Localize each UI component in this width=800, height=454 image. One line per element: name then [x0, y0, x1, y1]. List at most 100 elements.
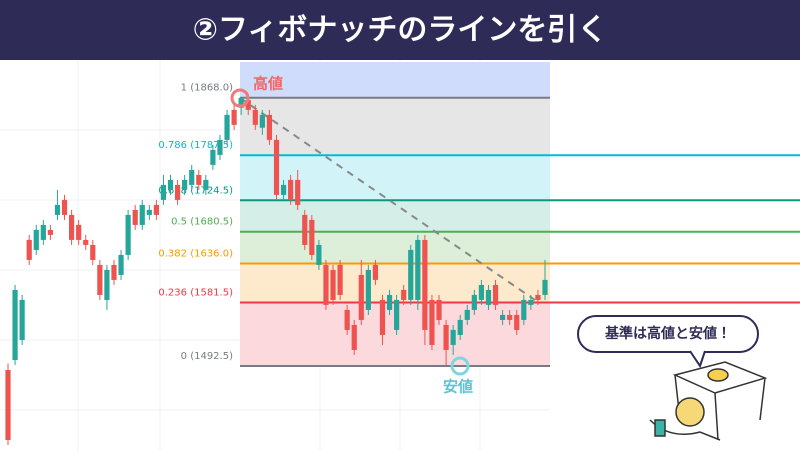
candle-body — [302, 214, 308, 245]
candle-body — [386, 294, 393, 310]
candle-body — [252, 109, 258, 125]
candle-body — [160, 184, 167, 200]
header-bar — [0, 0, 800, 60]
fib-label: 0 (1492.5) — [181, 351, 233, 362]
candle-body — [492, 284, 499, 305]
candle-body — [457, 319, 463, 335]
candle-body — [500, 314, 506, 320]
candle-body — [174, 184, 181, 200]
candle-body — [182, 179, 188, 190]
fib-label: 0.618 (1724.5) — [158, 185, 233, 196]
candle-body — [83, 239, 89, 245]
candle-body — [478, 284, 485, 300]
candle-body — [259, 114, 265, 128]
candle-body — [323, 264, 329, 305]
low-label: 安値 — [443, 378, 473, 396]
fib-label: 0.5 (1680.5) — [171, 217, 233, 228]
candle-body — [485, 289, 492, 305]
candle-body — [189, 169, 195, 185]
fib-zone — [240, 97, 550, 156]
candle-body — [365, 269, 371, 310]
candle-body — [40, 224, 46, 240]
candle-body — [450, 329, 456, 345]
candle-body — [471, 294, 477, 310]
header-title: ②フィボナッチのラインを引く — [193, 13, 608, 48]
candle-body — [245, 99, 251, 110]
candle-body — [90, 244, 96, 260]
candle-body — [266, 114, 273, 140]
candle-body — [5, 369, 11, 440]
candle-body — [344, 309, 350, 330]
illustration — [649, 361, 768, 441]
candle-body — [210, 149, 216, 165]
candle-body — [295, 179, 301, 205]
candle-body — [139, 204, 145, 225]
selection-zone — [240, 62, 550, 98]
candle-body — [330, 269, 336, 300]
candle-body — [76, 224, 82, 240]
candle-body — [111, 264, 117, 280]
candle-body — [167, 179, 174, 190]
candle-body — [153, 204, 159, 215]
fib-zone — [240, 231, 550, 264]
low-anchor — [450, 356, 470, 376]
candle-body — [132, 209, 138, 225]
candle-body — [351, 324, 357, 350]
candle-body — [12, 289, 18, 360]
candle-body — [422, 239, 428, 330]
fib-label: 0.382 (1636.0) — [158, 249, 233, 260]
candle-body — [118, 254, 124, 275]
candle-body — [528, 299, 534, 305]
candle-body — [443, 324, 449, 350]
candle-body — [203, 179, 209, 190]
candle-body — [542, 279, 548, 295]
candle-body — [401, 289, 407, 300]
candle-body — [146, 209, 152, 215]
fib-zone — [240, 263, 550, 303]
fib-label: 1 (1868.0) — [181, 83, 233, 94]
candle-body — [415, 239, 421, 300]
candle-body — [104, 269, 110, 300]
candle-body — [231, 109, 237, 125]
candle-body — [316, 244, 322, 265]
candle-body — [238, 97, 244, 108]
fib-zone — [240, 200, 550, 232]
candle-body — [273, 139, 280, 195]
candle-body — [33, 229, 39, 250]
candle-body — [507, 314, 513, 320]
candle-body — [97, 264, 103, 295]
candle-body — [309, 219, 315, 255]
candle-body — [358, 274, 364, 320]
candle-body — [394, 299, 400, 330]
candle-body — [514, 314, 520, 330]
candle-body — [68, 214, 75, 240]
candle-body — [372, 264, 379, 280]
candle-body — [61, 199, 68, 215]
high-label: 高値 — [253, 75, 283, 93]
candle-body — [288, 179, 294, 200]
candle-body — [280, 184, 287, 195]
candle-body — [337, 264, 343, 295]
candle-body — [224, 114, 230, 140]
candle-body — [125, 214, 131, 255]
candle-body — [521, 299, 527, 320]
candle-body — [436, 299, 442, 320]
high-anchor — [230, 88, 250, 108]
candle-body — [408, 249, 414, 300]
speech-bubble: 基準は高値と安値！ — [577, 315, 759, 369]
fib-label: 0.786 (1787.5) — [158, 140, 233, 151]
candle-body — [535, 294, 541, 300]
candle-body — [217, 139, 223, 155]
candle-body — [19, 299, 25, 340]
candle-body — [54, 204, 61, 215]
candle-body — [429, 299, 435, 345]
candle-body — [47, 229, 53, 235]
fib-label: 0.236 (1581.5) — [158, 287, 233, 298]
bubble-text: 基準は高値と安値！ — [605, 325, 731, 342]
candle-body — [464, 309, 470, 320]
candle-body — [26, 239, 32, 260]
candle-body — [196, 174, 202, 185]
candle-body — [379, 299, 386, 335]
fib-zone — [240, 155, 550, 201]
